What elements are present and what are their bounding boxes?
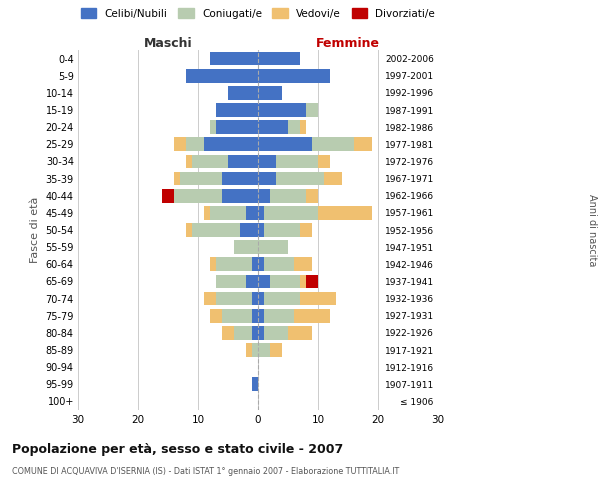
- Bar: [258, 326, 264, 340]
- Bar: [246, 343, 252, 357]
- Bar: [210, 206, 246, 220]
- Bar: [162, 189, 174, 202]
- Text: Femmine: Femmine: [316, 37, 380, 50]
- Bar: [264, 206, 318, 220]
- Bar: [210, 52, 258, 66]
- Text: Maschi: Maschi: [143, 37, 193, 50]
- Bar: [252, 378, 258, 391]
- Bar: [258, 120, 288, 134]
- Bar: [258, 274, 270, 288]
- Bar: [258, 86, 282, 100]
- Bar: [258, 189, 270, 202]
- Bar: [216, 274, 246, 288]
- Bar: [258, 258, 264, 271]
- Bar: [222, 172, 258, 185]
- Bar: [300, 292, 336, 306]
- Bar: [222, 326, 234, 340]
- Bar: [252, 343, 258, 357]
- Bar: [186, 223, 192, 237]
- Bar: [216, 103, 258, 117]
- Bar: [258, 154, 276, 168]
- Bar: [288, 326, 312, 340]
- Bar: [354, 138, 372, 151]
- Bar: [180, 172, 222, 185]
- Bar: [216, 292, 252, 306]
- Bar: [264, 292, 300, 306]
- Bar: [234, 326, 252, 340]
- Bar: [258, 69, 330, 82]
- Bar: [252, 258, 258, 271]
- Bar: [258, 223, 264, 237]
- Bar: [258, 138, 312, 151]
- Bar: [276, 154, 318, 168]
- Bar: [324, 172, 342, 185]
- Bar: [264, 326, 288, 340]
- Bar: [264, 258, 294, 271]
- Bar: [174, 189, 222, 202]
- Bar: [204, 292, 216, 306]
- Bar: [216, 258, 252, 271]
- Bar: [306, 274, 318, 288]
- Bar: [210, 258, 216, 271]
- Bar: [264, 309, 294, 322]
- Bar: [258, 172, 276, 185]
- Bar: [222, 309, 252, 322]
- Bar: [252, 309, 258, 322]
- Bar: [300, 223, 312, 237]
- Bar: [258, 240, 288, 254]
- Bar: [186, 69, 258, 82]
- Bar: [192, 154, 228, 168]
- Bar: [252, 326, 258, 340]
- Bar: [294, 258, 312, 271]
- Bar: [186, 154, 192, 168]
- Bar: [270, 189, 306, 202]
- Bar: [234, 240, 258, 254]
- Text: COMUNE DI ACQUAVIVA D'ISERNIA (IS) - Dati ISTAT 1° gennaio 2007 - Elaborazione T: COMUNE DI ACQUAVIVA D'ISERNIA (IS) - Dat…: [12, 468, 399, 476]
- Bar: [252, 292, 258, 306]
- Bar: [258, 52, 300, 66]
- Bar: [300, 274, 306, 288]
- Bar: [258, 343, 270, 357]
- Bar: [246, 206, 258, 220]
- Bar: [318, 154, 330, 168]
- Bar: [258, 292, 264, 306]
- Bar: [312, 138, 354, 151]
- Bar: [174, 172, 180, 185]
- Bar: [204, 138, 258, 151]
- Bar: [306, 103, 318, 117]
- Bar: [174, 138, 186, 151]
- Bar: [240, 223, 258, 237]
- Bar: [270, 274, 300, 288]
- Y-axis label: Fasce di età: Fasce di età: [30, 197, 40, 263]
- Bar: [210, 309, 222, 322]
- Bar: [300, 120, 306, 134]
- Bar: [264, 223, 300, 237]
- Bar: [318, 206, 372, 220]
- Text: Popolazione per età, sesso e stato civile - 2007: Popolazione per età, sesso e stato civil…: [12, 442, 343, 456]
- Bar: [228, 154, 258, 168]
- Bar: [258, 309, 264, 322]
- Bar: [192, 223, 240, 237]
- Text: Anni di nascita: Anni di nascita: [587, 194, 597, 266]
- Bar: [258, 206, 264, 220]
- Bar: [246, 274, 258, 288]
- Bar: [258, 103, 306, 117]
- Bar: [288, 120, 300, 134]
- Legend: Celibi/Nubili, Coniugati/e, Vedovi/e, Divorziati/e: Celibi/Nubili, Coniugati/e, Vedovi/e, Di…: [81, 8, 435, 18]
- Bar: [294, 309, 330, 322]
- Bar: [204, 206, 210, 220]
- Bar: [210, 120, 216, 134]
- Bar: [216, 120, 258, 134]
- Bar: [222, 189, 258, 202]
- Bar: [270, 343, 282, 357]
- Bar: [276, 172, 324, 185]
- Bar: [186, 138, 204, 151]
- Bar: [228, 86, 258, 100]
- Bar: [306, 189, 318, 202]
